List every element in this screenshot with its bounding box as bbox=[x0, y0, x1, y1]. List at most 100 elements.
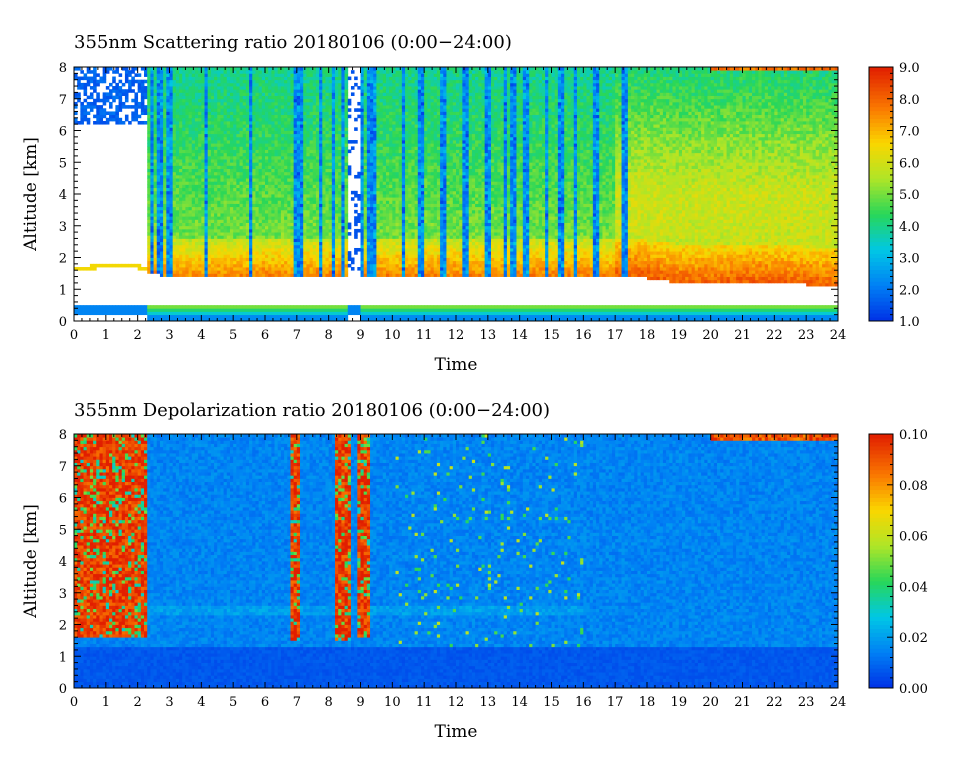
heatmap-cell bbox=[303, 254, 307, 258]
heatmap-cell bbox=[284, 102, 288, 106]
heatmap-cell bbox=[332, 162, 336, 166]
heatmap-cell bbox=[294, 178, 298, 182]
heatmap-cell bbox=[154, 238, 158, 242]
heatmap-cell bbox=[198, 273, 202, 277]
heatmap-cell bbox=[141, 267, 145, 271]
heatmap-cell bbox=[310, 172, 314, 176]
heatmap-cell bbox=[198, 153, 202, 157]
heatmap-cell bbox=[249, 204, 253, 208]
heatmap-cell bbox=[268, 131, 272, 135]
heatmap-cell bbox=[112, 86, 116, 90]
heatmap-cell bbox=[230, 188, 234, 192]
heatmap-cell bbox=[243, 197, 247, 201]
heatmap-cell bbox=[265, 105, 269, 109]
heatmap-cell bbox=[246, 216, 250, 220]
heatmap-cell bbox=[262, 248, 266, 252]
heatmap-cell bbox=[262, 311, 266, 315]
heatmap-cell bbox=[144, 108, 148, 112]
heatmap-cell bbox=[125, 70, 129, 74]
heatmap-cell bbox=[170, 194, 174, 198]
heatmap-cell bbox=[179, 181, 183, 185]
heatmap-cell bbox=[230, 127, 234, 131]
heatmap-cell bbox=[131, 305, 135, 309]
heatmap-cell bbox=[325, 251, 329, 255]
heatmap-cell bbox=[252, 197, 256, 201]
heatmap-cell bbox=[211, 175, 215, 179]
heatmap-cell bbox=[160, 77, 164, 81]
heatmap-cell bbox=[319, 258, 323, 262]
heatmap-cell bbox=[173, 162, 177, 166]
heatmap-cell bbox=[154, 89, 158, 93]
heatmap-cell bbox=[217, 134, 221, 138]
heatmap-cell bbox=[335, 216, 339, 220]
heatmap-cell bbox=[163, 89, 167, 93]
heatmap-cell bbox=[227, 159, 231, 163]
heatmap-cell bbox=[259, 261, 263, 265]
heatmap-cell bbox=[189, 67, 193, 71]
heatmap-cell bbox=[201, 127, 205, 131]
heatmap-cell bbox=[335, 140, 339, 144]
heatmap-cell bbox=[338, 210, 342, 214]
heatmap-cell bbox=[160, 115, 164, 119]
heatmap-cell bbox=[154, 242, 158, 246]
heatmap-cell bbox=[208, 229, 212, 233]
heatmap-cell bbox=[265, 213, 269, 217]
heatmap-cell bbox=[208, 137, 212, 141]
heatmap-cell bbox=[90, 267, 94, 271]
heatmap-cell bbox=[345, 102, 349, 106]
heatmap-cell bbox=[236, 204, 240, 208]
heatmap-cell bbox=[275, 77, 279, 81]
heatmap-cell bbox=[176, 235, 180, 239]
heatmap-cell bbox=[128, 311, 132, 315]
heatmap-cell bbox=[268, 150, 272, 154]
heatmap-cell bbox=[300, 238, 304, 242]
heatmap-cell bbox=[249, 248, 253, 252]
heatmap-cell bbox=[128, 70, 132, 74]
heatmap-cell bbox=[332, 137, 336, 141]
heatmap-cell bbox=[361, 99, 365, 103]
heatmap-cell bbox=[290, 232, 294, 236]
heatmap-cell bbox=[214, 258, 218, 262]
heatmap-cell bbox=[224, 108, 228, 112]
heatmap-cell bbox=[220, 197, 224, 201]
heatmap-cell bbox=[313, 254, 317, 258]
heatmap-cell bbox=[185, 99, 189, 103]
heatmap-cell bbox=[243, 73, 247, 77]
heatmap-cell bbox=[150, 108, 154, 112]
heatmap-cell bbox=[217, 140, 221, 144]
heatmap-cell bbox=[150, 254, 154, 258]
heatmap-cell bbox=[316, 258, 320, 262]
heatmap-cell bbox=[233, 305, 237, 309]
heatmap-cell bbox=[179, 248, 183, 252]
heatmap-cell bbox=[249, 175, 253, 179]
heatmap-cell bbox=[249, 121, 253, 125]
heatmap-cell bbox=[335, 111, 339, 115]
heatmap-cell bbox=[325, 311, 329, 315]
heatmap-cell bbox=[224, 111, 228, 115]
heatmap-cell bbox=[214, 238, 218, 242]
heatmap-cell bbox=[332, 223, 336, 227]
heatmap-cell bbox=[338, 89, 342, 93]
heatmap-cell bbox=[163, 232, 167, 236]
heatmap-cell bbox=[150, 270, 154, 274]
heatmap-cell bbox=[154, 96, 158, 100]
heatmap-cell bbox=[138, 311, 142, 315]
heatmap-cell bbox=[278, 267, 282, 271]
heatmap-cell bbox=[160, 245, 164, 249]
heatmap-cell bbox=[125, 73, 129, 77]
heatmap-cell bbox=[284, 73, 288, 77]
heatmap-cell bbox=[201, 258, 205, 262]
heatmap-cell bbox=[348, 99, 352, 103]
heatmap-cell bbox=[179, 226, 183, 230]
heatmap-cell bbox=[361, 146, 365, 150]
heatmap-cell bbox=[310, 99, 314, 103]
heatmap-cell bbox=[243, 175, 247, 179]
heatmap-cell bbox=[335, 178, 339, 182]
heatmap-cell bbox=[154, 77, 158, 81]
heatmap-cell bbox=[134, 105, 138, 109]
heatmap-cell bbox=[259, 162, 263, 166]
heatmap-cell bbox=[284, 258, 288, 262]
heatmap-cell bbox=[208, 305, 212, 309]
heatmap-cell bbox=[240, 172, 244, 176]
heatmap-cell bbox=[163, 245, 167, 249]
